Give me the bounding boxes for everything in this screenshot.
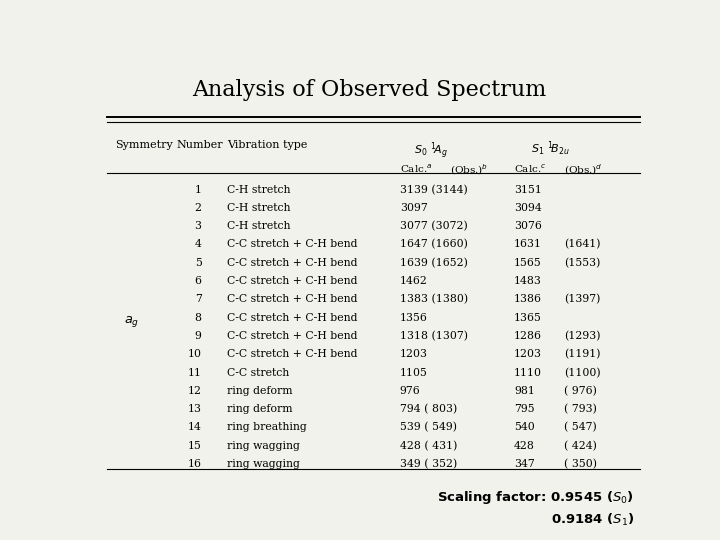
Text: 4: 4 xyxy=(194,239,202,249)
Text: 1386: 1386 xyxy=(514,294,542,305)
Text: (1191): (1191) xyxy=(564,349,600,360)
Text: 1639 (1652): 1639 (1652) xyxy=(400,258,467,268)
Text: ring deform: ring deform xyxy=(227,404,292,414)
Text: 2: 2 xyxy=(194,203,202,213)
Text: 10: 10 xyxy=(188,349,202,359)
Text: 981: 981 xyxy=(514,386,535,396)
Text: C-H stretch: C-H stretch xyxy=(227,185,290,194)
Text: 0.9184 ($S_1$): 0.9184 ($S_1$) xyxy=(551,512,634,528)
Text: 3097: 3097 xyxy=(400,203,428,213)
Text: ring deform: ring deform xyxy=(227,386,292,396)
Text: Scaling factor: 0.9545 ($S_0$): Scaling factor: 0.9545 ($S_0$) xyxy=(437,489,634,507)
Text: 428 ( 431): 428 ( 431) xyxy=(400,441,457,451)
Text: 1631: 1631 xyxy=(514,239,542,249)
Text: Symmetry: Symmetry xyxy=(115,140,173,150)
Text: C-C stretch + C-H bend: C-C stretch + C-H bend xyxy=(227,313,357,322)
Text: 1483: 1483 xyxy=(514,276,542,286)
Text: (1293): (1293) xyxy=(564,331,600,341)
Text: $S_1\ {}^1\!B_{2u}$: $S_1\ {}^1\!B_{2u}$ xyxy=(531,140,570,158)
Text: Number: Number xyxy=(176,140,223,150)
Text: 1: 1 xyxy=(194,185,202,194)
Text: 7: 7 xyxy=(194,294,202,305)
Text: C-H stretch: C-H stretch xyxy=(227,221,290,231)
Text: 3: 3 xyxy=(194,221,202,231)
Text: C-C stretch + C-H bend: C-C stretch + C-H bend xyxy=(227,294,357,305)
Text: Vibration type: Vibration type xyxy=(227,140,307,150)
Text: 6: 6 xyxy=(194,276,202,286)
Text: ( 976): ( 976) xyxy=(564,386,597,396)
Text: 15: 15 xyxy=(188,441,202,451)
Text: (1641): (1641) xyxy=(564,239,600,249)
Text: 3077 (3072): 3077 (3072) xyxy=(400,221,467,232)
Text: ( 547): ( 547) xyxy=(564,422,597,433)
Text: 1286: 1286 xyxy=(514,331,542,341)
Text: 9: 9 xyxy=(194,331,202,341)
Text: 1356: 1356 xyxy=(400,313,428,322)
Text: 8: 8 xyxy=(194,313,202,322)
Text: 1318 (1307): 1318 (1307) xyxy=(400,331,468,341)
Text: C-C stretch: C-C stretch xyxy=(227,368,289,377)
Text: Analysis of Observed Spectrum: Analysis of Observed Spectrum xyxy=(192,79,546,102)
Text: 11: 11 xyxy=(188,368,202,377)
Text: (1553): (1553) xyxy=(564,258,600,268)
Text: $a_g$: $a_g$ xyxy=(125,314,140,329)
Text: 1203: 1203 xyxy=(514,349,542,359)
Text: ring breathing: ring breathing xyxy=(227,422,307,433)
Text: 3151: 3151 xyxy=(514,185,542,194)
Text: 5: 5 xyxy=(194,258,202,268)
Text: 1110: 1110 xyxy=(514,368,542,377)
Text: ( 424): ( 424) xyxy=(564,441,597,451)
Text: 1105: 1105 xyxy=(400,368,428,377)
Text: 16: 16 xyxy=(188,459,202,469)
Text: 1647 (1660): 1647 (1660) xyxy=(400,239,467,249)
Text: 1462: 1462 xyxy=(400,276,428,286)
Text: 1565: 1565 xyxy=(514,258,542,268)
Text: 795: 795 xyxy=(514,404,535,414)
Text: C-H stretch: C-H stretch xyxy=(227,203,290,213)
Text: 1203: 1203 xyxy=(400,349,428,359)
Text: 347: 347 xyxy=(514,459,535,469)
Text: ( 793): ( 793) xyxy=(564,404,597,414)
Text: ring wagging: ring wagging xyxy=(227,459,300,469)
Text: 539 ( 549): 539 ( 549) xyxy=(400,422,456,433)
Text: 428: 428 xyxy=(514,441,535,451)
Text: C-C stretch + C-H bend: C-C stretch + C-H bend xyxy=(227,258,357,268)
Text: 349 ( 352): 349 ( 352) xyxy=(400,459,457,469)
Text: 12: 12 xyxy=(188,386,202,396)
Text: (Obs.)$^d$: (Obs.)$^d$ xyxy=(564,163,603,177)
Text: 794 ( 803): 794 ( 803) xyxy=(400,404,457,414)
Text: C-C stretch + C-H bend: C-C stretch + C-H bend xyxy=(227,331,357,341)
Text: 14: 14 xyxy=(188,422,202,433)
Text: ( 350): ( 350) xyxy=(564,459,598,469)
Text: C-C stretch + C-H bend: C-C stretch + C-H bend xyxy=(227,239,357,249)
Text: 3094: 3094 xyxy=(514,203,542,213)
Text: Calc.$^c$: Calc.$^c$ xyxy=(514,163,546,175)
Text: C-C stretch + C-H bend: C-C stretch + C-H bend xyxy=(227,349,357,359)
Text: 13: 13 xyxy=(188,404,202,414)
Text: C-C stretch + C-H bend: C-C stretch + C-H bend xyxy=(227,276,357,286)
Text: ring wagging: ring wagging xyxy=(227,441,300,451)
Text: 976: 976 xyxy=(400,386,420,396)
Text: 1383 (1380): 1383 (1380) xyxy=(400,294,468,305)
Text: 3139 (3144): 3139 (3144) xyxy=(400,185,467,195)
Text: 540: 540 xyxy=(514,422,535,433)
Text: (1100): (1100) xyxy=(564,368,601,378)
Text: Calc.$^a$: Calc.$^a$ xyxy=(400,163,432,175)
Text: $S_0\ {}^1\!A_g$: $S_0\ {}^1\!A_g$ xyxy=(413,140,447,160)
Text: (Obs.)$^b$: (Obs.)$^b$ xyxy=(450,163,488,177)
Text: 1365: 1365 xyxy=(514,313,542,322)
Text: (1397): (1397) xyxy=(564,294,600,305)
Text: 3076: 3076 xyxy=(514,221,542,231)
